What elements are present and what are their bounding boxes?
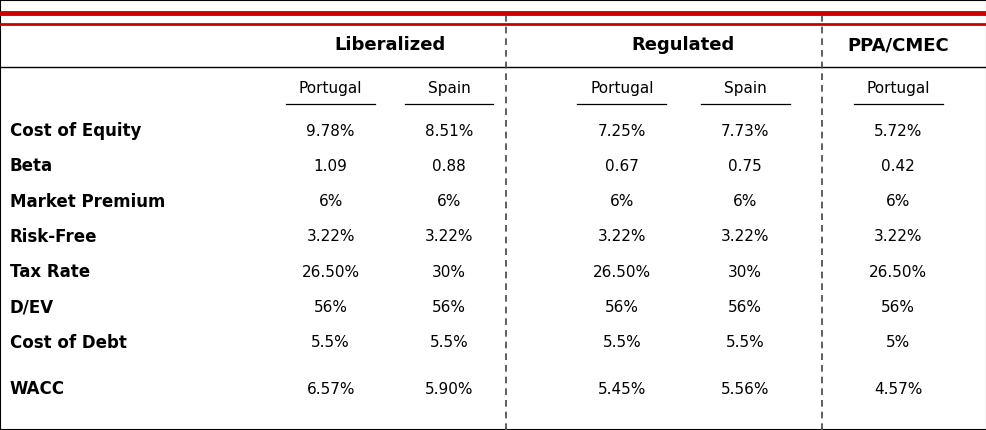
Text: 26.50%: 26.50%	[593, 265, 650, 280]
Text: 6%: 6%	[609, 194, 633, 209]
Text: 5.5%: 5.5%	[725, 335, 764, 350]
Text: Market Premium: Market Premium	[10, 193, 165, 211]
Text: Risk-Free: Risk-Free	[10, 228, 98, 246]
Text: 0.88: 0.88	[432, 159, 465, 174]
Text: 5.56%: 5.56%	[720, 382, 769, 396]
Text: Spain: Spain	[427, 81, 470, 95]
Text: 5%: 5%	[885, 335, 909, 350]
Text: 0.42: 0.42	[880, 159, 914, 174]
Text: 0.75: 0.75	[728, 159, 761, 174]
Text: 5.45%: 5.45%	[597, 382, 646, 396]
Text: 9.78%: 9.78%	[306, 124, 355, 138]
Text: 26.50%: 26.50%	[869, 265, 926, 280]
Text: Portugal: Portugal	[299, 81, 362, 95]
Text: 6.57%: 6.57%	[306, 382, 355, 396]
Text: 4.57%: 4.57%	[873, 382, 922, 396]
Text: 6%: 6%	[318, 194, 342, 209]
Text: 30%: 30%	[728, 265, 761, 280]
Text: 5.90%: 5.90%	[424, 382, 473, 396]
Text: Tax Rate: Tax Rate	[10, 263, 90, 281]
Text: 8.51%: 8.51%	[424, 124, 473, 138]
Text: 7.73%: 7.73%	[720, 124, 769, 138]
Text: WACC: WACC	[10, 380, 65, 398]
Text: 5.5%: 5.5%	[429, 335, 468, 350]
Text: 3.22%: 3.22%	[597, 230, 646, 244]
Text: 7.25%: 7.25%	[597, 124, 646, 138]
Text: Portugal: Portugal	[866, 81, 929, 95]
Text: 0.67: 0.67	[604, 159, 638, 174]
Text: Beta: Beta	[10, 157, 53, 175]
Text: 6%: 6%	[733, 194, 756, 209]
Text: 6%: 6%	[885, 194, 909, 209]
Text: 56%: 56%	[604, 300, 638, 315]
Text: 26.50%: 26.50%	[302, 265, 359, 280]
Text: Portugal: Portugal	[590, 81, 653, 95]
Text: 6%: 6%	[437, 194, 460, 209]
Text: 56%: 56%	[432, 300, 465, 315]
Text: 56%: 56%	[880, 300, 914, 315]
Text: 3.22%: 3.22%	[424, 230, 473, 244]
Text: 5.72%: 5.72%	[873, 124, 922, 138]
Text: 3.22%: 3.22%	[306, 230, 355, 244]
Text: Spain: Spain	[723, 81, 766, 95]
Text: 56%: 56%	[728, 300, 761, 315]
Text: Cost of Equity: Cost of Equity	[10, 122, 141, 140]
Text: PPA/CMEC: PPA/CMEC	[846, 36, 949, 54]
Text: 1.09: 1.09	[314, 159, 347, 174]
Text: 5.5%: 5.5%	[601, 335, 641, 350]
Text: D/EV: D/EV	[10, 298, 54, 316]
Text: 30%: 30%	[432, 265, 465, 280]
Text: Cost of Debt: Cost of Debt	[10, 334, 126, 352]
Text: Regulated: Regulated	[631, 36, 735, 54]
Text: 5.5%: 5.5%	[311, 335, 350, 350]
Text: Liberalized: Liberalized	[334, 36, 445, 54]
Text: 3.22%: 3.22%	[720, 230, 769, 244]
Text: 56%: 56%	[314, 300, 347, 315]
Text: 3.22%: 3.22%	[873, 230, 922, 244]
